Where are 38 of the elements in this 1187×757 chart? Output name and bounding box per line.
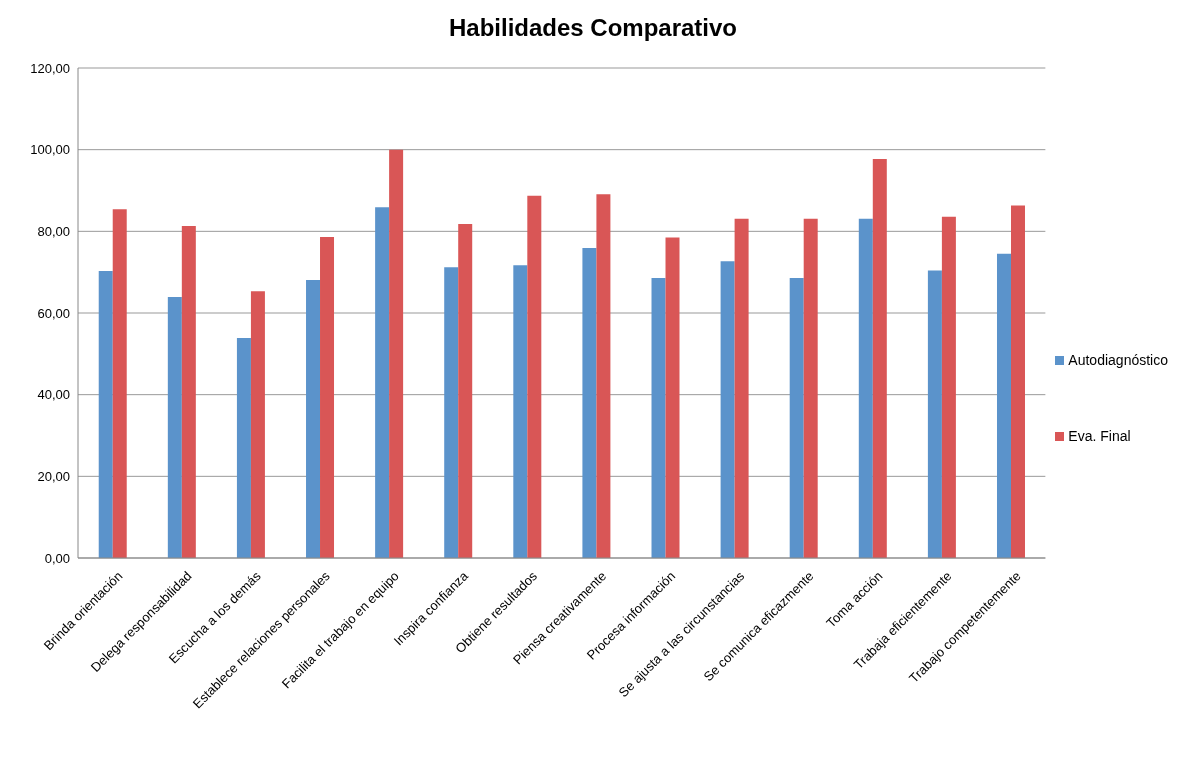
bar bbox=[665, 237, 680, 558]
bar bbox=[250, 291, 265, 558]
bar bbox=[167, 297, 182, 558]
bar bbox=[789, 277, 804, 558]
bar bbox=[651, 277, 666, 558]
bar bbox=[236, 337, 251, 558]
legend-label: Eva. Final bbox=[1068, 428, 1131, 444]
bar bbox=[306, 279, 321, 558]
bar bbox=[320, 237, 335, 558]
y-tick-label: 120,00 bbox=[30, 60, 70, 76]
bar bbox=[513, 265, 528, 558]
y-tick-label: 40,00 bbox=[37, 387, 70, 403]
chart-title: Habilidades Comparativo bbox=[447, 13, 739, 43]
bar bbox=[458, 223, 473, 558]
bar bbox=[996, 253, 1011, 558]
bar bbox=[858, 218, 873, 558]
bar bbox=[941, 216, 956, 558]
bar bbox=[803, 218, 818, 558]
y-tick-label: 100,00 bbox=[30, 142, 70, 158]
legend-label: Autodiagnóstico bbox=[1068, 352, 1168, 368]
y-tick-label: 20,00 bbox=[37, 468, 70, 484]
bar bbox=[112, 209, 127, 558]
bar bbox=[444, 267, 459, 558]
y-tick-label: 80,00 bbox=[37, 223, 70, 239]
bar bbox=[389, 149, 404, 558]
bar bbox=[596, 194, 611, 558]
bar bbox=[927, 270, 942, 558]
bar bbox=[375, 207, 390, 558]
bar bbox=[98, 270, 113, 558]
bar bbox=[720, 261, 735, 558]
bar bbox=[1010, 205, 1025, 558]
bar bbox=[734, 218, 749, 558]
bar bbox=[527, 195, 542, 558]
y-tick-label: 0,00 bbox=[44, 550, 70, 566]
bar bbox=[872, 159, 887, 558]
y-tick-label: 60,00 bbox=[37, 305, 70, 321]
bar bbox=[181, 226, 196, 558]
bar bbox=[582, 248, 597, 558]
